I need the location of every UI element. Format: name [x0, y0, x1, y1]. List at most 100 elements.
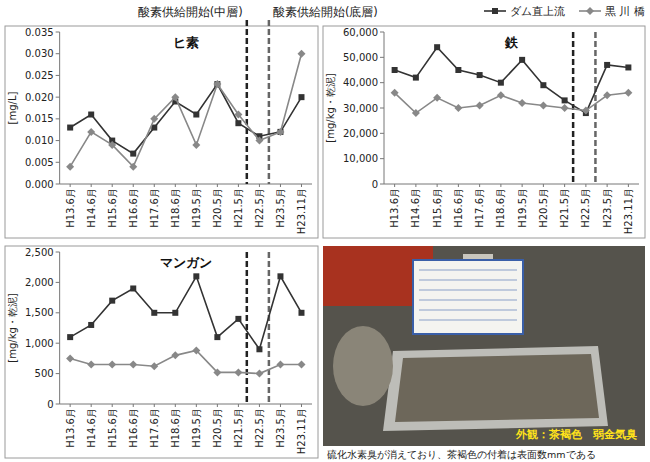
- marker: [256, 346, 262, 352]
- panel-frame: [5, 246, 318, 458]
- y-tick: [56, 184, 60, 185]
- marker: [392, 67, 398, 73]
- y-tick: [56, 404, 60, 405]
- x-tick: [238, 184, 239, 187]
- x-tick: [70, 184, 71, 187]
- annotation-line: [572, 32, 575, 184]
- x-tick: [154, 404, 155, 407]
- x-tick-label: H23.5月: [602, 188, 613, 228]
- x-tick: [301, 184, 302, 187]
- x-tick: [564, 184, 565, 187]
- annotation-line: [268, 20, 271, 184]
- photo-board-line: [419, 310, 517, 311]
- marker: [129, 360, 137, 368]
- x-axis: [60, 184, 312, 185]
- marker: [276, 360, 284, 368]
- marker: [235, 316, 241, 322]
- chart-title: 鉄: [504, 35, 519, 50]
- marker: [87, 128, 95, 136]
- marker: [433, 94, 441, 102]
- x-tick-label: H20.5月: [212, 408, 223, 448]
- chart: 0.0000.0050.0100.0150.0200.0250.0300.035…: [7, 20, 312, 234]
- x-tick-label: H20.5月: [538, 188, 549, 228]
- x-tick: [301, 404, 302, 407]
- marker: [413, 75, 419, 81]
- marker: [66, 163, 74, 171]
- x-tick: [133, 404, 134, 407]
- x-tick-label: H18.6月: [495, 188, 506, 228]
- annotation-label: 酸素供給開始(底層): [273, 5, 378, 19]
- x-tick: [280, 184, 281, 187]
- y-tick-label: 0.010: [25, 135, 54, 146]
- marker: [150, 362, 158, 370]
- marker: [255, 370, 263, 378]
- y-tick-label: 1,000: [25, 338, 54, 349]
- y-tick-label: 0.005: [25, 157, 54, 168]
- marker: [171, 351, 179, 359]
- y-tick-label: 10,000: [343, 153, 378, 164]
- marker: [276, 128, 284, 136]
- y-tick: [380, 108, 384, 109]
- x-tick: [458, 184, 459, 187]
- series-line: [395, 93, 629, 113]
- x-tick-label: H21.5月: [233, 188, 244, 228]
- photo-mud: [395, 354, 599, 422]
- x-tick-label: H19.5月: [517, 188, 528, 228]
- x-axis: [60, 404, 312, 405]
- marker: [277, 129, 283, 135]
- y-tick-label: 0.035: [25, 27, 54, 38]
- marker: [297, 50, 305, 58]
- photo-note: 硫化水素臭が消えており、茶褐色の付着は表面数mmである: [327, 449, 596, 460]
- y-tick-label: 0.000: [25, 179, 54, 190]
- x-tick-label: H15.6月: [107, 188, 118, 228]
- marker: [434, 44, 440, 50]
- marker: [498, 80, 504, 86]
- x-tick: [70, 404, 71, 407]
- marker: [277, 273, 283, 279]
- marker: [192, 346, 200, 354]
- x-tick-label: H22.5月: [254, 408, 265, 448]
- marker: [624, 89, 632, 97]
- x-tick: [479, 184, 480, 187]
- chart-title: マンガン: [160, 255, 212, 270]
- marker: [214, 334, 220, 340]
- marker: [540, 82, 546, 88]
- panel-frame: [323, 26, 645, 238]
- x-tick-label: H17.6月: [474, 188, 485, 228]
- x-tick: [196, 404, 197, 407]
- y-tick: [56, 75, 60, 76]
- marker: [193, 273, 199, 279]
- photo-caption: 外観：茶褐色 弱金気臭: [515, 428, 637, 441]
- y-tick: [56, 162, 60, 163]
- marker: [625, 64, 631, 70]
- marker: [109, 298, 115, 304]
- series-line: [70, 84, 301, 153]
- legend-label: 黒 川 橋: [605, 5, 645, 18]
- photo: 外観：茶褐色 弱金気臭: [323, 246, 645, 446]
- marker: [477, 72, 483, 78]
- marker: [213, 80, 221, 88]
- marker: [582, 107, 590, 115]
- photo-tray: [383, 346, 608, 431]
- legend-label: ダム直上流: [510, 5, 565, 18]
- x-tick: [112, 404, 113, 407]
- photo-board: [413, 260, 523, 334]
- marker: [391, 89, 399, 97]
- x-tick: [154, 184, 155, 187]
- photo-board-line: [419, 290, 517, 291]
- marker: [539, 101, 547, 109]
- x-tick: [175, 184, 176, 187]
- y-tick-label: 20,000: [343, 128, 378, 139]
- y-tick-label: 0: [372, 179, 378, 190]
- x-tick-label: H13.6月: [389, 188, 400, 228]
- x-tick-label: H23.11月: [296, 408, 307, 454]
- y-tick: [56, 32, 60, 33]
- x-tick-label: H22.5月: [580, 188, 591, 228]
- x-tick-label: H13.6月: [65, 188, 76, 228]
- y-tick: [56, 140, 60, 141]
- y-tick: [56, 312, 60, 313]
- marker: [213, 368, 221, 376]
- y-tick: [56, 373, 60, 374]
- marker: [67, 334, 73, 340]
- page: 0.0000.0050.0100.0150.0200.0250.0300.035…: [0, 0, 650, 462]
